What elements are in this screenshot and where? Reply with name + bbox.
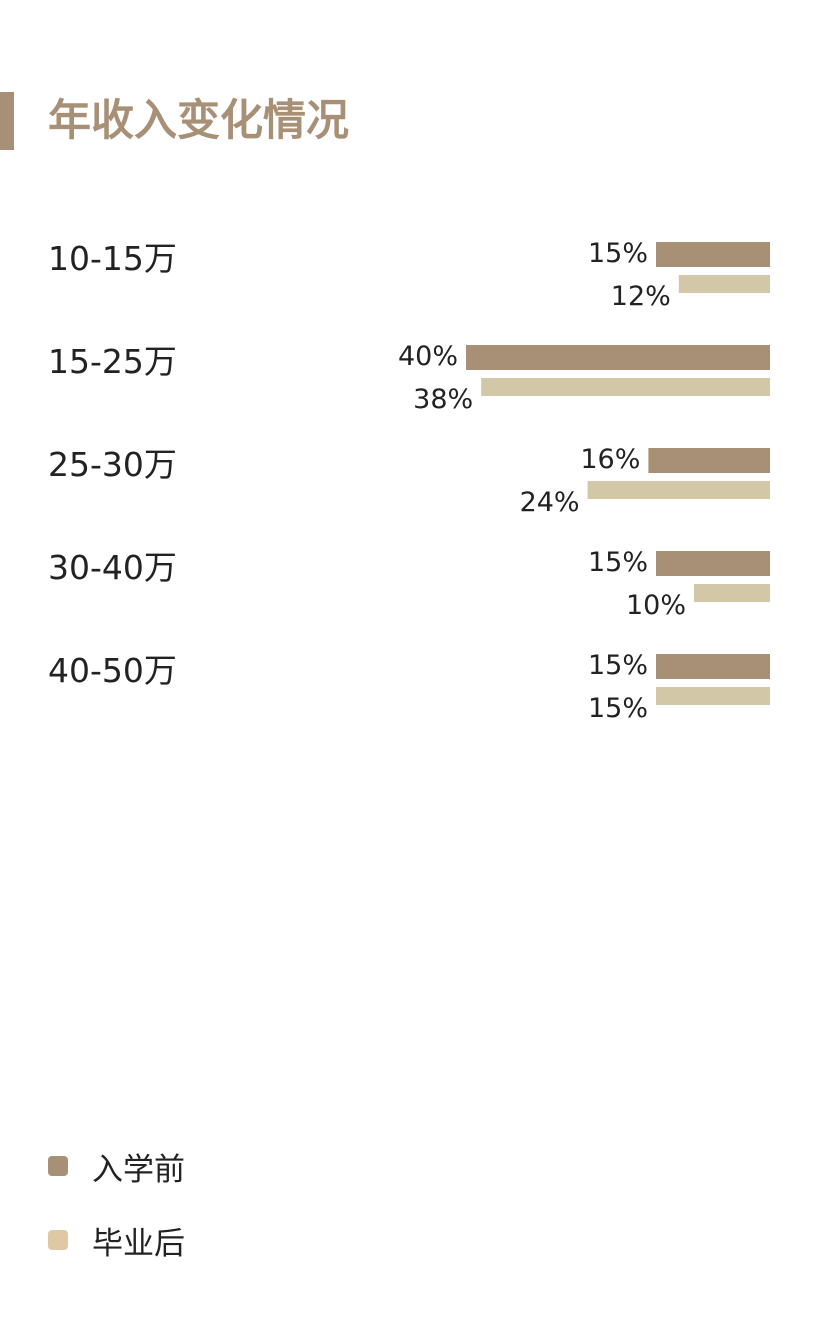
bar-after bbox=[694, 584, 770, 602]
bar-before bbox=[656, 654, 770, 679]
bar-before bbox=[656, 242, 770, 267]
value-label-after: 15% bbox=[588, 693, 648, 724]
title-accent-bar bbox=[0, 92, 14, 150]
page-title: 年收入变化情况 bbox=[48, 96, 349, 146]
category-label: 10-15万 bbox=[48, 239, 177, 278]
legend-swatch-before bbox=[48, 1156, 68, 1176]
legend-swatch-after bbox=[48, 1230, 68, 1250]
value-label-after: 10% bbox=[626, 590, 686, 621]
value-label-after: 38% bbox=[413, 384, 473, 415]
value-label-before: 16% bbox=[580, 444, 640, 475]
category-label: 15-25万 bbox=[48, 342, 177, 381]
value-label-before: 15% bbox=[588, 650, 648, 681]
category-label: 40-50万 bbox=[48, 651, 177, 690]
bar-before bbox=[656, 551, 770, 576]
value-label-after: 12% bbox=[611, 281, 671, 312]
legend-item-before: 入学前 bbox=[48, 1146, 185, 1188]
bar-after bbox=[678, 275, 770, 293]
value-label-before: 15% bbox=[588, 238, 648, 269]
legend-item-after: 毕业后 bbox=[48, 1220, 185, 1262]
value-label-before: 40% bbox=[398, 341, 458, 372]
income-bar-chart: 10-15万 15% 12% 15-25万 40% 38% 25-30万 16%24% 30-4… bbox=[48, 238, 770, 724]
bar-after bbox=[656, 687, 770, 705]
legend-label-before: 入学前 bbox=[92, 1151, 185, 1188]
value-label-after: 24% bbox=[520, 487, 580, 518]
value-label-before: 15% bbox=[588, 547, 648, 578]
category-label: 25-30万 bbox=[48, 445, 177, 484]
bar-before bbox=[648, 448, 770, 473]
legend-label-after: 毕业后 bbox=[92, 1225, 185, 1262]
bar-before bbox=[466, 345, 770, 370]
bar-after bbox=[587, 481, 770, 499]
bar-after bbox=[481, 378, 770, 396]
category-label: 30-40万 bbox=[48, 548, 177, 587]
